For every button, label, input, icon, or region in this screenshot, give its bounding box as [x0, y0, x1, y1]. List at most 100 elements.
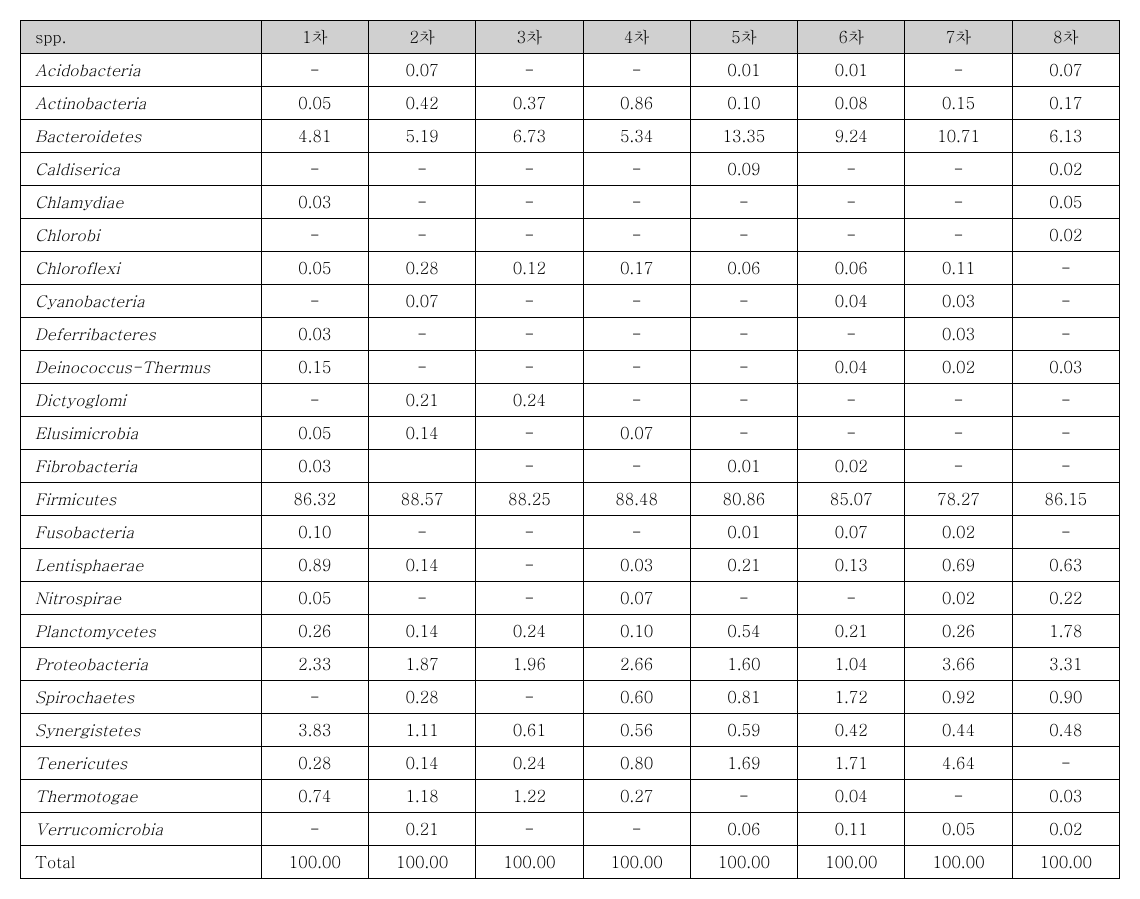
- cell-value: -: [798, 153, 905, 186]
- cell-value: -: [583, 186, 690, 219]
- spp-name: Fusobacteria: [21, 516, 262, 549]
- phylum-table: spp. 1차 2차 3차 4차 5차 6차 7차 8차 Acidobacter…: [20, 20, 1120, 879]
- cell-value: 0.10: [583, 615, 690, 648]
- table-row: Actinobacteria0.050.420.370.860.100.080.…: [21, 87, 1120, 120]
- total-value: 100.00: [261, 846, 368, 879]
- cell-value: -: [583, 813, 690, 846]
- header-col-7: 7차: [905, 21, 1012, 54]
- table-row: Tenericutes0.280.140.240.801.691.714.64-: [21, 747, 1120, 780]
- cell-value: 0.12: [476, 252, 583, 285]
- total-value: 100.00: [1012, 846, 1119, 879]
- cell-value: -: [690, 351, 797, 384]
- spp-name: Chlamydiae: [21, 186, 262, 219]
- cell-value: 0.04: [798, 780, 905, 813]
- table-row: Bacteroidetes4.815.196.735.3413.359.2410…: [21, 120, 1120, 153]
- cell-value: 0.03: [905, 285, 1012, 318]
- cell-value: 86.15: [1012, 483, 1119, 516]
- cell-value: -: [690, 186, 797, 219]
- total-value: 100.00: [476, 846, 583, 879]
- cell-value: 0.06: [690, 252, 797, 285]
- cell-value: 5.34: [583, 120, 690, 153]
- spp-name: Acidobacteria: [21, 54, 262, 87]
- cell-value: 0.86: [583, 87, 690, 120]
- table-row: Dictyoglomi-0.210.24-----: [21, 384, 1120, 417]
- cell-value: -: [583, 450, 690, 483]
- cell-value: 0.15: [261, 351, 368, 384]
- cell-value: 80.86: [690, 483, 797, 516]
- cell-value: 4.81: [261, 120, 368, 153]
- cell-value: 3.66: [905, 648, 1012, 681]
- cell-value: -: [368, 318, 475, 351]
- cell-value: -: [798, 318, 905, 351]
- spp-name: Firmicutes: [21, 483, 262, 516]
- cell-value: 0.02: [905, 351, 1012, 384]
- header-col-5: 5차: [690, 21, 797, 54]
- cell-value: -: [583, 219, 690, 252]
- table-row: Planctomycetes0.260.140.240.100.540.210.…: [21, 615, 1120, 648]
- cell-value: 13.35: [690, 120, 797, 153]
- table-total-row: Total100.00100.00100.00100.00100.00100.0…: [21, 846, 1120, 879]
- cell-value: 0.48: [1012, 714, 1119, 747]
- table-header-row: spp. 1차 2차 3차 4차 5차 6차 7차 8차: [21, 21, 1120, 54]
- cell-value: 0.03: [261, 318, 368, 351]
- cell-value: -: [476, 450, 583, 483]
- cell-value: -: [261, 813, 368, 846]
- cell-value: 0.09: [690, 153, 797, 186]
- cell-value: -: [905, 219, 1012, 252]
- cell-value: 0.42: [368, 87, 475, 120]
- cell-value: 0.03: [1012, 780, 1119, 813]
- cell-value: -: [368, 582, 475, 615]
- cell-value: -: [798, 417, 905, 450]
- cell-value: 85.07: [798, 483, 905, 516]
- spp-name: Planctomycetes: [21, 615, 262, 648]
- cell-value: 0.22: [1012, 582, 1119, 615]
- table-row: Thermotogae0.741.181.220.27-0.04-0.03: [21, 780, 1120, 813]
- cell-value: -: [1012, 318, 1119, 351]
- cell-value: 0.02: [1012, 813, 1119, 846]
- cell-value: -: [583, 318, 690, 351]
- table-row: Fusobacteria0.10---0.010.070.02-: [21, 516, 1120, 549]
- cell-value: 0.05: [261, 87, 368, 120]
- cell-value: -: [1012, 450, 1119, 483]
- cell-value: -: [476, 351, 583, 384]
- cell-value: -: [476, 582, 583, 615]
- cell-value: -: [1012, 747, 1119, 780]
- cell-value: 0.90: [1012, 681, 1119, 714]
- table-row: Synergistetes3.831.110.610.560.590.420.4…: [21, 714, 1120, 747]
- cell-value: 0.08: [798, 87, 905, 120]
- cell-value: [368, 450, 475, 483]
- cell-value: 0.07: [798, 516, 905, 549]
- cell-value: 1.78: [1012, 615, 1119, 648]
- cell-value: 0.02: [1012, 219, 1119, 252]
- cell-value: -: [476, 549, 583, 582]
- cell-value: 0.04: [798, 285, 905, 318]
- cell-value: 2.66: [583, 648, 690, 681]
- cell-value: -: [476, 285, 583, 318]
- cell-value: -: [261, 384, 368, 417]
- table-row: Chlamydiae0.03------0.05: [21, 186, 1120, 219]
- cell-value: 1.18: [368, 780, 475, 813]
- cell-value: -: [261, 219, 368, 252]
- cell-value: 0.24: [476, 615, 583, 648]
- cell-value: 0.37: [476, 87, 583, 120]
- cell-value: -: [798, 582, 905, 615]
- cell-value: 5.19: [368, 120, 475, 153]
- spp-name: Nitrospirae: [21, 582, 262, 615]
- cell-value: -: [1012, 384, 1119, 417]
- cell-value: 0.54: [690, 615, 797, 648]
- spp-name: Chloroflexi: [21, 252, 262, 285]
- cell-value: 0.05: [905, 813, 1012, 846]
- total-value: 100.00: [583, 846, 690, 879]
- cell-value: 0.21: [368, 384, 475, 417]
- table-row: Chlorobi-------0.02: [21, 219, 1120, 252]
- cell-value: 0.11: [905, 252, 1012, 285]
- header-col-8: 8차: [1012, 21, 1119, 54]
- table-row: Deferribacteres0.03-----0.03-: [21, 318, 1120, 351]
- cell-value: -: [476, 54, 583, 87]
- cell-value: 0.74: [261, 780, 368, 813]
- cell-value: 1.04: [798, 648, 905, 681]
- cell-value: 0.14: [368, 747, 475, 780]
- spp-name: Fibrobacteria: [21, 450, 262, 483]
- cell-value: -: [690, 318, 797, 351]
- cell-value: 78.27: [905, 483, 1012, 516]
